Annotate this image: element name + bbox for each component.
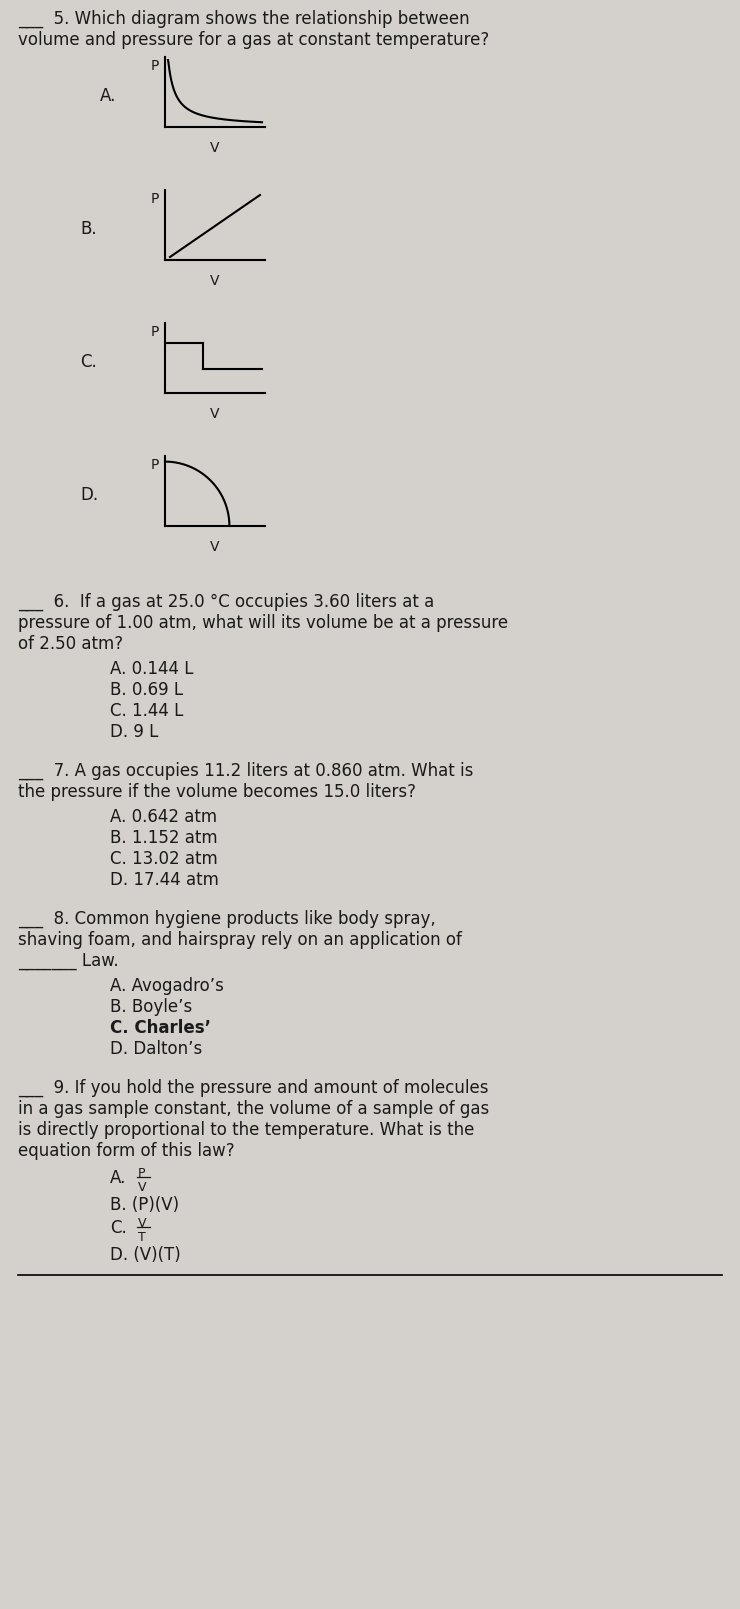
Text: V: V	[210, 541, 220, 553]
Text: V: V	[210, 407, 220, 422]
Text: D.: D.	[80, 486, 98, 504]
Text: P: P	[138, 1167, 146, 1179]
Text: C. Charles’: C. Charles’	[110, 1018, 211, 1036]
Text: P: P	[151, 191, 159, 206]
Text: C. 1.44 L: C. 1.44 L	[110, 702, 184, 719]
Text: of 2.50 atm?: of 2.50 atm?	[18, 636, 123, 653]
Text: B. 0.69 L: B. 0.69 L	[110, 681, 183, 698]
Text: C.: C.	[80, 352, 97, 372]
Text: V: V	[138, 1216, 147, 1229]
Text: A.: A.	[110, 1170, 127, 1187]
Text: A.: A.	[100, 87, 116, 105]
Text: is directly proportional to the temperature. What is the: is directly proportional to the temperat…	[18, 1121, 474, 1139]
Text: P: P	[151, 60, 159, 72]
Text: P: P	[151, 325, 159, 339]
Text: A. Avogadro’s: A. Avogadro’s	[110, 977, 224, 994]
Text: _______ Law.: _______ Law.	[18, 953, 118, 970]
Text: A. 0.642 atm: A. 0.642 atm	[110, 808, 217, 825]
Text: D. Dalton’s: D. Dalton’s	[110, 1039, 202, 1059]
Text: in a gas sample constant, the volume of a sample of gas: in a gas sample constant, the volume of …	[18, 1101, 489, 1118]
Text: equation form of this law?: equation form of this law?	[18, 1142, 235, 1160]
Text: ___  9. If you hold the pressure and amount of molecules: ___ 9. If you hold the pressure and amou…	[18, 1080, 488, 1097]
Text: B. (P)(V): B. (P)(V)	[110, 1195, 179, 1215]
Text: V: V	[210, 274, 220, 288]
Text: D. (V)(T): D. (V)(T)	[110, 1245, 181, 1265]
Text: T: T	[138, 1231, 146, 1244]
Text: the pressure if the volume becomes 15.0 liters?: the pressure if the volume becomes 15.0 …	[18, 784, 416, 801]
Text: ___  5. Which diagram shows the relationship between: ___ 5. Which diagram shows the relations…	[18, 10, 470, 29]
Text: pressure of 1.00 atm, what will its volume be at a pressure: pressure of 1.00 atm, what will its volu…	[18, 615, 508, 632]
Text: volume and pressure for a gas at constant temperature?: volume and pressure for a gas at constan…	[18, 31, 489, 48]
Text: V: V	[138, 1181, 147, 1194]
Text: A. 0.144 L: A. 0.144 L	[110, 660, 193, 677]
Text: P: P	[151, 459, 159, 471]
Text: B. 1.152 atm: B. 1.152 atm	[110, 829, 218, 846]
Text: C.: C.	[110, 1220, 127, 1237]
Text: D. 17.44 atm: D. 17.44 atm	[110, 870, 219, 890]
Text: ___  8. Common hygiene products like body spray,: ___ 8. Common hygiene products like body…	[18, 911, 436, 928]
Text: shaving foam, and hairspray rely on an application of: shaving foam, and hairspray rely on an a…	[18, 932, 462, 949]
Text: B. Boyle’s: B. Boyle’s	[110, 998, 192, 1015]
Text: C. 13.02 atm: C. 13.02 atm	[110, 850, 218, 867]
Text: D. 9 L: D. 9 L	[110, 722, 158, 742]
Text: ___  6.  If a gas at 25.0 °C occupies 3.60 liters at a: ___ 6. If a gas at 25.0 °C occupies 3.60…	[18, 594, 434, 611]
Text: V: V	[210, 142, 220, 154]
Text: ___  7. A gas occupies 11.2 liters at 0.860 atm. What is: ___ 7. A gas occupies 11.2 liters at 0.8…	[18, 763, 474, 780]
Text: B.: B.	[80, 220, 97, 238]
